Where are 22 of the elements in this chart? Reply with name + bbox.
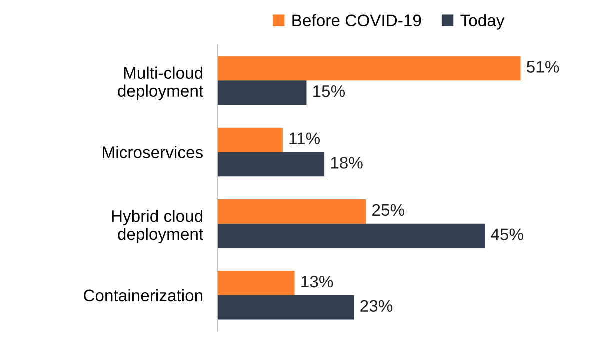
y-tick-label: Microservices <box>103 146 203 158</box>
data-label: 45% <box>491 228 524 240</box>
data-label: 11% <box>290 132 320 144</box>
bar <box>217 80 307 105</box>
y-tick-label: Multi-cloud deployment <box>118 66 204 100</box>
y-tick-label: Hybrid cloud deployment <box>112 210 204 244</box>
legend-label: Today <box>460 14 505 30</box>
data-label: 23% <box>360 300 393 312</box>
legend-label: Before COVID-19 <box>292 14 422 27</box>
bar <box>217 152 325 177</box>
data-label: 18% <box>331 157 363 169</box>
bar <box>217 224 486 248</box>
bar <box>217 295 354 320</box>
data-label: 13% <box>302 276 334 288</box>
bar <box>217 199 366 224</box>
data-label: 25% <box>372 204 405 216</box>
bar <box>217 271 295 296</box>
bar <box>217 56 521 81</box>
bar <box>217 128 283 152</box>
y-tick-label: Containerization <box>84 289 203 302</box>
data-label: 15% <box>314 86 346 98</box>
data-label: 51% <box>527 61 560 73</box>
